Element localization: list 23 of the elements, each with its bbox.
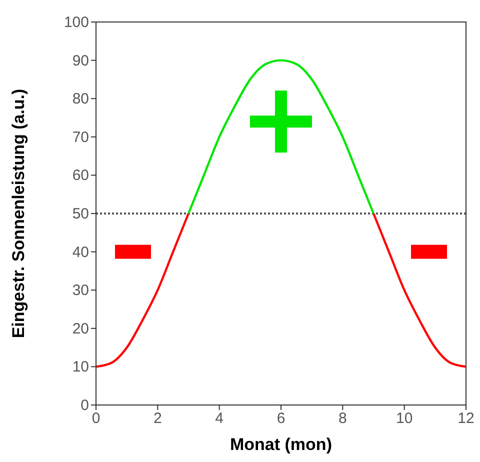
x-tick-label: 2 xyxy=(153,410,162,427)
x-tick-label: 8 xyxy=(338,410,347,427)
y-tick-label: 70 xyxy=(72,128,89,146)
y-tick-label: 90 xyxy=(72,52,89,70)
x-tick-label: 10 xyxy=(396,410,413,427)
y-tick-label: 80 xyxy=(72,90,89,108)
y-tick-label: 20 xyxy=(72,320,89,338)
y-tick-label: 50 xyxy=(72,206,89,222)
line-series xyxy=(372,212,468,368)
line-series xyxy=(187,59,375,215)
y-axis-title: Eingestr. Sonnenleistung (a.u.) xyxy=(9,88,28,338)
x-axis-title: Monat (mon) xyxy=(230,435,332,454)
line-series xyxy=(94,212,190,368)
y-tick-label: 0 xyxy=(80,397,89,414)
y-tick-label: 40 xyxy=(72,244,89,261)
y-tick-label: 10 xyxy=(72,358,89,376)
x-tick-label: 0 xyxy=(92,410,100,427)
x-tick-label: 6 xyxy=(276,410,286,427)
y-tick-label: 100 xyxy=(64,14,89,31)
y-tick-label: 60 xyxy=(72,167,89,184)
y-tick-label: 30 xyxy=(72,282,89,300)
x-tick-label: 4 xyxy=(215,410,224,427)
x-tick-label: 12 xyxy=(458,410,474,427)
